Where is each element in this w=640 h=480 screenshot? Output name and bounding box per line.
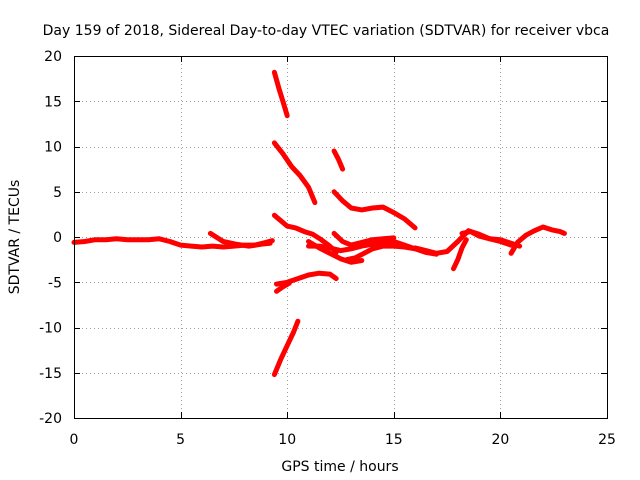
series-group	[71, 69, 567, 378]
series-line-track-16	[451, 237, 469, 272]
y-tick-label: -10	[39, 321, 62, 337]
chart-title: Day 159 of 2018, Sidereal Day-to-day VTE…	[43, 23, 610, 39]
y-tick-label: -15	[39, 366, 62, 382]
x-axis-label: GPS time / hours	[281, 459, 398, 475]
y-tick-label: -5	[48, 275, 62, 291]
series-line-track-17	[459, 229, 523, 249]
series-line-track-18	[508, 224, 567, 256]
y-tick-label: 15	[44, 94, 62, 110]
y-tick-label: 0	[53, 230, 62, 246]
x-tick-label: 10	[278, 432, 296, 448]
x-tick-label: 15	[385, 432, 403, 448]
x-tick-label: 20	[491, 432, 509, 448]
series-line-track-5	[271, 212, 339, 255]
series-line-track-10	[331, 189, 418, 231]
y-tick-label: 20	[44, 49, 62, 65]
x-tick-label: 0	[70, 432, 79, 448]
series-line-track-8	[271, 318, 301, 378]
y-axis-label: SDTVAR / TECUs	[7, 180, 23, 295]
ticks: 0 5 10 15 20 25 -20 -15 -10 -5 0 5 10 15 20	[39, 49, 616, 448]
x-tick-label: 5	[176, 432, 185, 448]
series-line-track-14	[306, 239, 365, 265]
y-tick-label: -20	[39, 411, 62, 427]
series-line-track-11	[306, 239, 418, 254]
series-line-track-7	[274, 280, 292, 294]
series-line-track-4	[271, 140, 318, 206]
y-tick-label: 5	[53, 185, 62, 201]
series-line-track-9	[331, 148, 346, 172]
series-line-track-12	[331, 230, 397, 248]
series-line-track-2	[207, 230, 273, 249]
y-tick-label: 10	[44, 140, 62, 156]
x-tick-label: 25	[598, 432, 616, 448]
series-line-track-3	[271, 69, 290, 119]
